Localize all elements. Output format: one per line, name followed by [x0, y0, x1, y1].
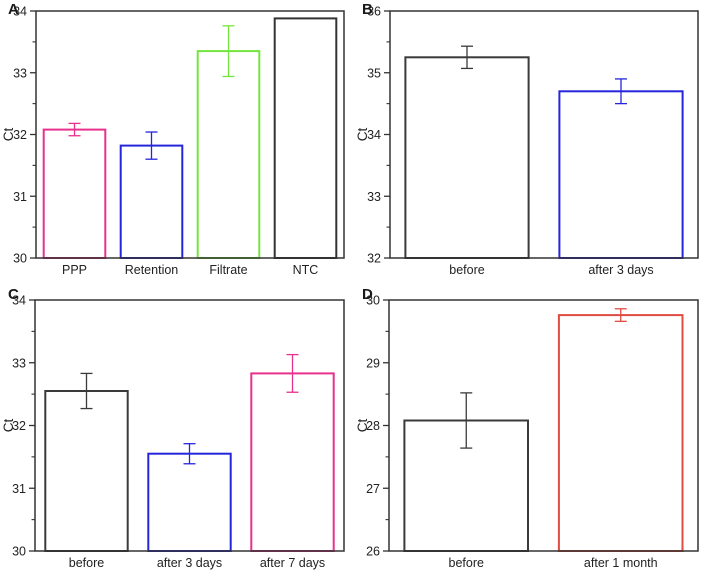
error-bar [145, 131, 158, 160]
panel-letter-d: D [362, 286, 373, 303]
error-bar [286, 353, 299, 393]
bar-chart-c: 30 31 32 33 34 before after 3 days after 7 days… [1, 294, 345, 570]
error-bar [183, 443, 196, 465]
x-category-label: PPP [62, 263, 87, 277]
y-tick-label: 32 [367, 252, 381, 266]
panel-b: B 32 33 34 35 36 before after 3 days Ct [354, 0, 708, 285]
panel-c: C 30 31 32 33 34 before after 3 days after 7 da… [0, 285, 354, 570]
bar-after-1-month [557, 314, 684, 552]
y-tick-label: 29 [366, 356, 380, 370]
bar-after-3-days [558, 90, 684, 259]
bar-Retention [119, 144, 184, 260]
y-tick-label: 34 [12, 294, 26, 308]
x-category-label: Retention [125, 263, 179, 277]
error-bar [461, 45, 473, 70]
panel-letter-c: C [8, 286, 19, 303]
error-bar [615, 78, 627, 105]
x-category-label: before [449, 556, 484, 570]
y-axis-label: Ct [1, 419, 16, 433]
y-tick-label: 34 [13, 5, 27, 19]
y-tick-label: 28 [366, 419, 380, 433]
panel-letter-b: B [362, 1, 373, 18]
y-tick-label: 33 [12, 356, 26, 370]
bar-after-7-days [250, 372, 335, 553]
bar-chart-a: 30 31 32 33 34 PPP Retention Filtrate NTC Ct [1, 5, 345, 277]
x-category-label: Filtrate [209, 263, 247, 277]
x-category-label: after 1 month [584, 556, 658, 570]
y-tick-label: 34 [367, 128, 381, 142]
error-bar [614, 308, 627, 322]
y-tick-label: 27 [366, 482, 380, 496]
y-axis-label: Ct [1, 128, 16, 142]
y-tick-label: 31 [12, 482, 26, 496]
y-tick-label: 30 [366, 294, 380, 308]
error-bar [68, 122, 81, 137]
y-tick-label: 31 [13, 190, 27, 204]
bar-chart-d: 26 27 28 29 30 before after 1 month Ct [355, 294, 699, 570]
y-tick-label: 30 [13, 252, 27, 266]
y-tick-label: 32 [13, 128, 27, 142]
x-category-label: before [69, 556, 104, 570]
bar-chart-b: 32 33 34 35 36 before after 3 days Ct [355, 5, 699, 277]
x-category-label: after 3 days [588, 263, 653, 277]
panel-d: D 26 27 28 29 30 before after 1 month Ct [354, 285, 708, 570]
x-category-label: after 3 days [157, 556, 222, 570]
y-tick-label: 36 [367, 5, 381, 19]
bar-after-3-days [147, 452, 232, 552]
y-axis-label: Ct [355, 419, 370, 433]
y-tick-label: 30 [12, 545, 26, 559]
x-category-label: before [449, 263, 484, 277]
panel-letter-a: A [8, 1, 19, 18]
y-tick-label: 33 [13, 66, 27, 80]
y-tick-label: 33 [367, 190, 381, 204]
y-axis-label: Ct [355, 128, 370, 142]
panel-a: A 30 31 32 33 34 PPP Retention Filtrate NTC Ct [0, 0, 354, 285]
x-category-label: after 7 days [260, 556, 325, 570]
bar-before [404, 56, 530, 259]
error-bar [80, 372, 93, 410]
bar-NTC [273, 17, 338, 260]
y-tick-label: 32 [12, 419, 26, 433]
x-category-label: NTC [293, 263, 319, 277]
bar-PPP [42, 128, 107, 259]
error-bar [460, 392, 473, 449]
bar-before [44, 390, 129, 552]
bar-Filtrate [196, 50, 261, 259]
y-tick-label: 35 [367, 66, 381, 80]
y-tick-label: 26 [366, 545, 380, 559]
error-bar [222, 25, 235, 78]
